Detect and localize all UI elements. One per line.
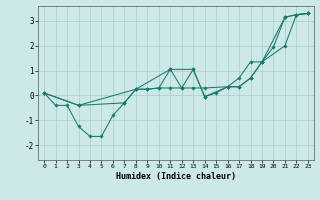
X-axis label: Humidex (Indice chaleur): Humidex (Indice chaleur)	[116, 172, 236, 181]
